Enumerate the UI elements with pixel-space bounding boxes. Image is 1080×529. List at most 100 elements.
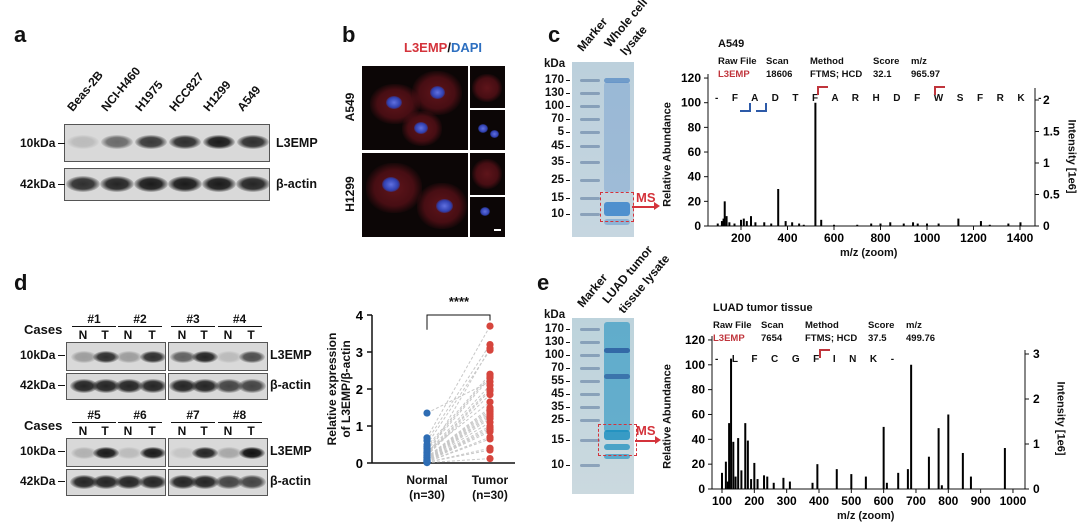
tick-mark (566, 119, 570, 120)
pair-line (426, 375, 491, 449)
protein-band (92, 475, 120, 489)
protein-band (236, 176, 269, 192)
kda-marker-label: 170 (544, 74, 564, 86)
spectrum-e-xlabel: m/z (zoom) (837, 510, 895, 522)
protein-label-beta-actin: β-actin (270, 378, 311, 392)
info-header: Scan (761, 320, 784, 331)
marker-42kda: 42kDa (20, 474, 66, 488)
lane-letter: T (200, 424, 208, 438)
protein-label-l3emp: L3EMP (276, 136, 318, 150)
tick-mark (566, 394, 570, 395)
panel-b-label: b (342, 22, 356, 47)
stain-dapi: DAPI (450, 40, 483, 55)
coomassie-gel-c (572, 62, 634, 237)
ladder-band (580, 354, 600, 357)
pair-line (426, 449, 491, 463)
tick-mark (566, 180, 570, 181)
data-point-tumor (486, 435, 494, 443)
case-number: #4 (232, 312, 247, 326)
kda-marker-label: 55 (551, 375, 564, 387)
kda-marker-label: 170 (544, 323, 564, 335)
lane-letter: N (223, 328, 233, 342)
spectrum-e-sequence: - L F C G F I N K - (715, 354, 895, 365)
protein-band (238, 475, 266, 489)
pair-line (426, 408, 491, 458)
pair-line (426, 431, 491, 462)
pair-line (426, 325, 491, 439)
tick-mark (566, 420, 570, 421)
tick-mark (566, 465, 570, 466)
pair-line (426, 438, 491, 463)
kda-marker-label: 45 (551, 140, 564, 152)
spectrum-e-title: LUAD tumor tissue (713, 302, 813, 314)
info-header: Method (805, 320, 839, 331)
x-tick-label: 100 (712, 494, 732, 508)
panel-a-label: a (14, 22, 27, 47)
stain-l3emp: L3EMP (404, 40, 448, 55)
y-tick-label: 80 (692, 383, 706, 397)
category-tumor: Tumor (n=30) (460, 473, 520, 503)
marker-10kda: 10kDa (20, 444, 66, 458)
protein-label-l3emp: L3EMP (270, 348, 312, 362)
ladder-band (580, 439, 600, 442)
protein-band (169, 135, 201, 149)
tick-mark (566, 132, 570, 133)
x-tick-label: 900 (971, 494, 991, 508)
ladder-band (580, 145, 600, 148)
protein-label-l3emp: L3EMP (270, 444, 312, 458)
tick-mark (566, 146, 570, 147)
kda-marker-label: 130 (544, 336, 564, 348)
kda-marker-label: 10 (551, 208, 564, 220)
lane-letter: T (200, 328, 208, 342)
x-tick-label: 600 (824, 231, 844, 245)
x-tick-label: 200 (744, 494, 764, 508)
cases-label: Cases (24, 322, 63, 337)
info-header: m/z (911, 56, 927, 67)
info-value: 37.5 (868, 333, 887, 344)
y-tick-label: 1 (356, 419, 363, 434)
tick-mark (566, 214, 570, 215)
kda-marker-label: 25 (551, 174, 564, 186)
western-blot-l3emp (168, 342, 268, 371)
y-tick-label: 2 (356, 382, 363, 397)
tick-mark (566, 355, 570, 356)
y2-tick-label: 2 (1043, 93, 1050, 107)
y-tick-label: 0 (356, 456, 363, 471)
pair-line (426, 425, 491, 462)
pair-line (426, 407, 491, 458)
marker-10kda: 10kDa (20, 136, 66, 150)
category-normal-n: (n=30) (409, 488, 445, 502)
lane-letter: T (247, 424, 255, 438)
case-underline (118, 422, 162, 423)
western-blot-l3emp (64, 124, 270, 162)
data-point-tumor (486, 374, 494, 382)
case-underline (171, 422, 215, 423)
x-tick-label: 400 (809, 494, 829, 508)
ladder-band (580, 161, 600, 164)
significance-label: **** (448, 294, 470, 309)
scale-bar (494, 229, 501, 231)
pair-line (426, 401, 491, 453)
western-blot-l3emp (66, 342, 166, 371)
info-value: 965.97 (911, 69, 941, 80)
case-underline (217, 326, 262, 327)
category-tumor-label: Tumor (471, 473, 509, 487)
stain-separator: / (447, 40, 451, 55)
protein-band (168, 176, 202, 192)
case-number: #7 (186, 408, 200, 422)
protein-band (70, 475, 98, 489)
protein-band (170, 351, 196, 363)
cases-label: Cases (24, 418, 63, 433)
panel-d-label: d (14, 270, 28, 295)
micrograph-h1299-merged (362, 153, 468, 237)
marker-10kda: 10kDa (20, 348, 66, 362)
protein-band (139, 379, 165, 393)
case-underline (171, 326, 215, 327)
kda-unit-e: kDa (544, 309, 566, 321)
kda-marker-label: 100 (544, 100, 564, 112)
case-underline (72, 422, 116, 423)
protein-band (237, 135, 269, 149)
kda-marker-label: 5 (557, 126, 564, 138)
tick-mark (566, 440, 570, 441)
